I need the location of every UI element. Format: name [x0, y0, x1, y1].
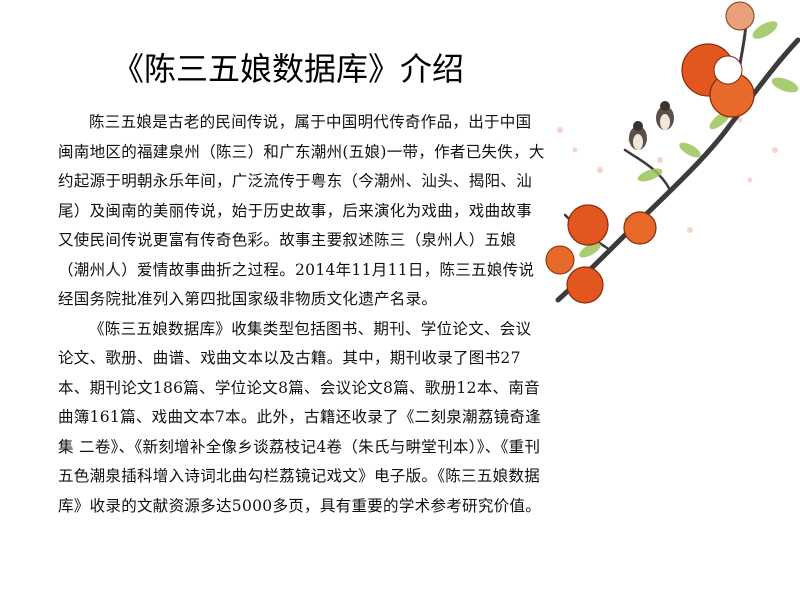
branch: [555, 37, 800, 303]
pomegranates: [545, 1, 755, 304]
page-title: 《陈三五娘数据库》介绍: [112, 50, 465, 88]
pomegranate-branch-illustration: [545, 1, 800, 304]
paragraph-2: 《陈三五娘数据库》收集类型包括图书、期刊、学位论文、会议论文、歌册、曲谱、戏曲文…: [58, 319, 542, 515]
branch-twig: [623, 148, 672, 192]
body-text: 陈三五娘是古老的民间传说，属于中国明代传奇作品，出于中国闽南地区的福建泉州（陈三…: [58, 108, 546, 521]
birds: [629, 101, 674, 150]
paragraph-1: 陈三五娘是古老的民间传说，属于中国明代传奇作品，出于中国闽南地区的福建泉州（陈三…: [58, 113, 545, 308]
